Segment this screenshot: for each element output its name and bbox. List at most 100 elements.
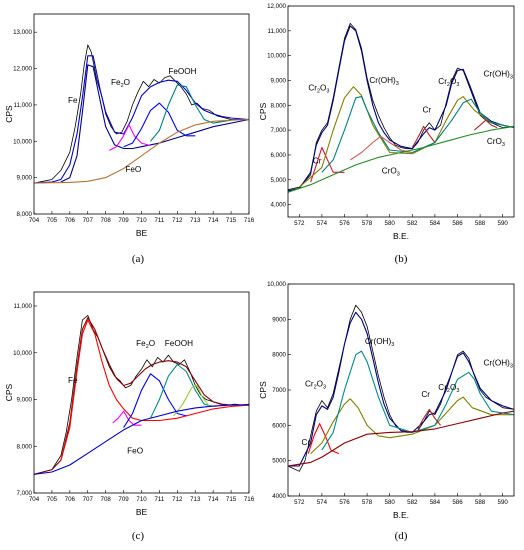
caption-d: (d) (394, 530, 408, 542)
y-tick-label: 8,000 (17, 443, 33, 450)
x-tick-label: 715 (226, 496, 237, 503)
y-tick-label: 7000 (272, 387, 286, 394)
y-tick-label: 7,000 (271, 127, 287, 134)
x-tick-label: 707 (83, 217, 94, 224)
x-axis-label: BE (136, 228, 148, 238)
x-tick-label: 582 (407, 499, 418, 506)
series-croh3-line (321, 96, 514, 173)
y-tick-label: 11,000 (14, 303, 33, 310)
series-fe-line (60, 319, 249, 461)
chart-svg-d: 572 574 576 578 580 582 584 586 588 590 4000 5000 60… (258, 281, 515, 520)
y-tick-label: 13,000 (13, 29, 32, 36)
y-tick-label: 7,000 (17, 490, 33, 497)
series-feo-line (109, 124, 151, 151)
annotation-label: Cr(OH)3 (365, 337, 394, 348)
annotation-label: Cr(OH)3 (483, 70, 512, 81)
x-tick-label: 580 (385, 220, 396, 227)
x-tick-label: 709 (118, 217, 129, 224)
x-tick-label: 710 (136, 496, 147, 503)
plot-frame (33, 291, 250, 494)
x-tick-label: 590 (498, 499, 509, 506)
series-fe2o3-line (123, 102, 196, 148)
series-fe-line (60, 64, 249, 183)
y-axis-label: CPS (258, 381, 268, 399)
y-tick-label: 8,000 (271, 102, 287, 109)
x-tick-label: 586 (452, 499, 463, 506)
annotation-label: Cr2O3 (438, 77, 459, 88)
annotation-label: CrO3 (487, 137, 505, 148)
x-tick-label: 572 (294, 220, 305, 227)
x-tick-label: 586 (452, 220, 463, 227)
caption-c: (c) (131, 530, 145, 542)
annotation-label: Cr2O3 (305, 379, 326, 390)
series-cr2o3-line (298, 86, 514, 188)
x-tick-label: 590 (498, 220, 509, 227)
series-envelope-line (34, 317, 249, 475)
x-axis-label: B.E. (393, 231, 409, 241)
x-tick-label: 706 (65, 496, 76, 503)
x-tick-label: 704 (29, 496, 40, 503)
x-tick-label: 706 (65, 217, 76, 224)
annotation-label: Cr (421, 390, 430, 399)
x-tick-label: 711 (154, 217, 164, 224)
y-tick-label: 6000 (272, 422, 286, 429)
series-envelope-line (288, 311, 514, 467)
y-tick-label: 12,000 (267, 3, 286, 10)
annotation-label: FeOOH (165, 339, 193, 348)
series-cr-line (310, 146, 345, 183)
annotation-label: Cr(OH)3 (369, 76, 398, 87)
series-envelope-line (34, 55, 249, 184)
y-axis-label: CPS (4, 383, 14, 401)
x-tick-label: 588 (475, 499, 486, 506)
x-axis-label: B.E. (393, 510, 409, 520)
x-tick-label: 576 (339, 220, 350, 227)
y-tick-label: 10,000 (13, 350, 32, 357)
x-tick-label: 714 (208, 217, 219, 224)
x-tick-label: 574 (317, 499, 328, 506)
series-feo-line (112, 410, 142, 426)
y-axis-label: CPS (258, 102, 268, 120)
x-tick-label: 578 (362, 499, 373, 506)
x-tick-label: 580 (385, 499, 396, 506)
series-cro3-line (349, 135, 413, 161)
y-tick-label: 11,000 (268, 28, 287, 35)
x-tick-label: 710 (136, 217, 147, 224)
series-raw-line (288, 22, 514, 191)
series-background-line (288, 410, 514, 467)
annotation-label: FeOOH (168, 67, 196, 76)
annotation-label: FeO (127, 446, 143, 455)
x-tick-label: 715 (226, 217, 237, 224)
chart-panel-d: 572 574 576 578 580 582 584 586 588 590 4000 5000 60… (258, 278, 524, 550)
annotation-label: Cr2O3 (308, 83, 329, 94)
annotation-label: Cr (302, 438, 311, 447)
y-tick-label: 8000 (272, 352, 286, 359)
x-tick-label: 707 (83, 496, 94, 503)
annotation-label: Cr (313, 157, 322, 166)
chart-panel-a: 704 705 706 707 708 709 710 711 712 713 714 715 716 8… (0, 0, 262, 275)
series-background-line (288, 125, 514, 193)
x-tick-label: 712 (172, 496, 183, 503)
y-tick-label: 9,000 (17, 175, 33, 182)
series-cr-2-line (417, 408, 442, 430)
annotation-label: Fe2O (136, 339, 155, 350)
series-feooh-line (150, 84, 232, 142)
x-tick-label: 588 (475, 220, 486, 227)
x-tick-label: 705 (47, 496, 58, 503)
chart-svg-b: 572 574 576 578 580 582 584 586 588 590 4,000 5,000… (258, 3, 515, 241)
x-tick-label: 705 (47, 217, 58, 224)
series-group (34, 315, 249, 475)
series-background-line (34, 118, 249, 184)
x-tick-label: 582 (407, 220, 418, 227)
y-tick-label: 4000 (272, 493, 286, 500)
y-tick-label: 12,000 (13, 66, 32, 73)
y-tick-label: 4,000 (271, 202, 287, 209)
annotation-label: Cr(OH)3 (483, 358, 512, 369)
y-tick-label: 9,000 (271, 77, 287, 84)
x-tick-label: 708 (101, 217, 112, 224)
x-tick-label: 716 (244, 217, 255, 224)
x-tick-label: 584 (430, 499, 441, 506)
x-tick-label: 716 (244, 496, 255, 503)
plot-frame (33, 13, 250, 215)
series-croh3-line (321, 350, 514, 451)
y-tick-label: 5,000 (271, 177, 287, 184)
